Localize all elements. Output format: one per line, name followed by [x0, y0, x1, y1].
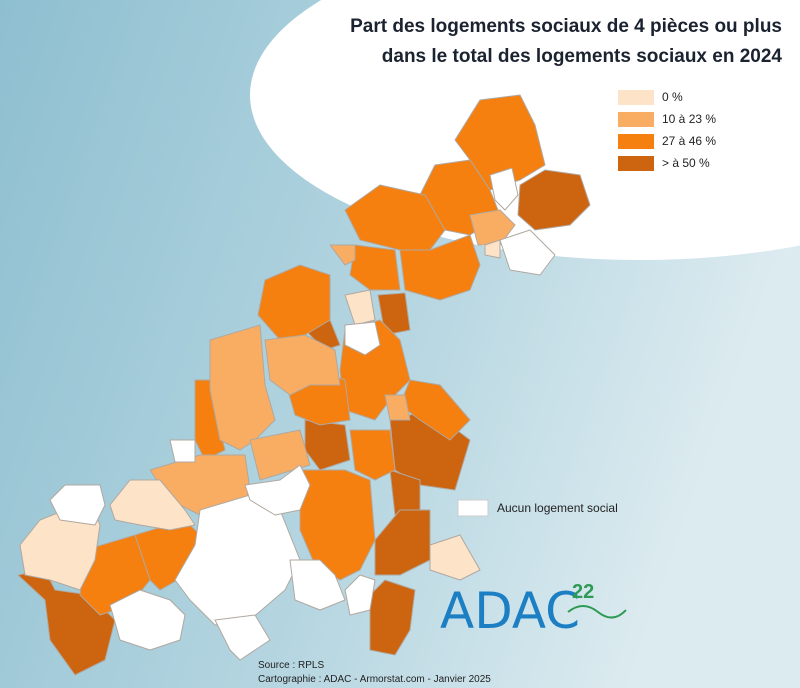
communes — [17, 94, 591, 676]
commune — [429, 534, 481, 581]
commune — [349, 429, 396, 481]
commune — [384, 394, 411, 421]
logo-text: ADAC — [440, 582, 580, 640]
logo-number: 22 — [572, 581, 594, 603]
commune — [454, 94, 546, 191]
legend-label: 10 à 23 % — [662, 112, 716, 126]
legend-swatch — [457, 499, 489, 517]
title-line: dans le total des logements sociaux en 2… — [382, 46, 783, 67]
commune — [257, 264, 331, 341]
commune — [299, 469, 376, 581]
legend-swatch — [618, 156, 654, 171]
commune — [377, 292, 411, 336]
commune — [49, 484, 106, 526]
commune — [344, 574, 376, 616]
commune — [344, 289, 376, 326]
commune — [214, 614, 271, 661]
legend-label: Aucun logement social — [497, 501, 618, 515]
commune — [264, 334, 341, 396]
commune — [249, 429, 311, 481]
legend-label: 0 % — [662, 90, 683, 104]
commune — [499, 229, 556, 276]
commune — [289, 559, 346, 611]
commune — [304, 419, 351, 471]
legend-swatch — [618, 112, 654, 127]
legend: 0 % 10 à 23 % 27 à 46 % > à 50 % — [618, 90, 716, 171]
commune — [369, 579, 416, 656]
commune — [109, 479, 196, 531]
commune — [344, 321, 381, 356]
logo-ornament — [567, 605, 627, 619]
title-line: Part des logements sociaux de 4 pièces o… — [350, 16, 782, 37]
legend-label: > à 50 % — [662, 156, 710, 170]
commune — [399, 234, 481, 301]
source: Source : RPLS — [258, 660, 324, 671]
credit: Cartographie : ADAC - Armorstat.com - Ja… — [258, 674, 491, 685]
commune — [169, 439, 196, 463]
commune — [109, 589, 186, 651]
legend-swatch — [618, 90, 654, 105]
commune — [469, 209, 516, 246]
commune — [517, 169, 591, 231]
commune — [244, 464, 311, 516]
commune — [329, 244, 356, 266]
commune — [489, 167, 519, 211]
legend-label: 27 à 46 % — [662, 134, 716, 148]
legend-swatch — [618, 134, 654, 149]
commune — [349, 244, 401, 291]
commune — [484, 239, 501, 259]
